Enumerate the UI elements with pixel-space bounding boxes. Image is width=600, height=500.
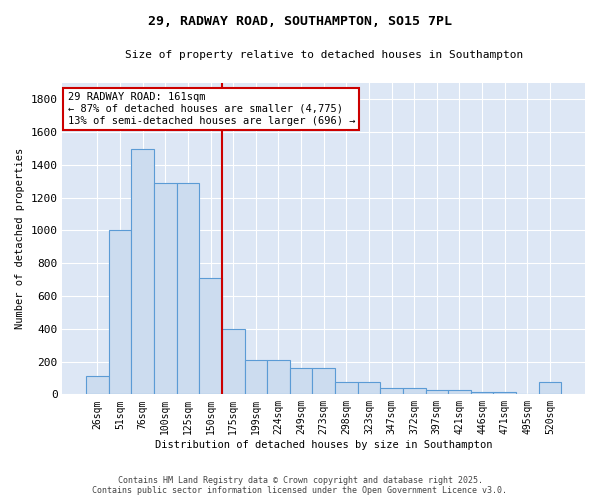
Text: 29, RADWAY ROAD, SOUTHAMPTON, SO15 7PL: 29, RADWAY ROAD, SOUTHAMPTON, SO15 7PL — [148, 15, 452, 28]
Bar — [290, 368, 313, 394]
Title: Size of property relative to detached houses in Southampton: Size of property relative to detached ho… — [125, 50, 523, 60]
Bar — [176, 183, 199, 394]
Bar — [448, 390, 471, 394]
Bar — [245, 360, 267, 394]
Bar — [425, 390, 448, 394]
Text: 29 RADWAY ROAD: 161sqm
← 87% of detached houses are smaller (4,775)
13% of semi-: 29 RADWAY ROAD: 161sqm ← 87% of detached… — [68, 92, 355, 126]
Bar — [131, 148, 154, 394]
Y-axis label: Number of detached properties: Number of detached properties — [15, 148, 25, 330]
X-axis label: Distribution of detached houses by size in Southampton: Distribution of detached houses by size … — [155, 440, 493, 450]
Bar — [403, 388, 425, 394]
Bar — [222, 329, 245, 394]
Bar — [358, 382, 380, 394]
Bar — [199, 278, 222, 394]
Bar — [335, 382, 358, 394]
Bar — [380, 388, 403, 394]
Bar — [267, 360, 290, 394]
Bar — [154, 183, 176, 394]
Bar — [86, 376, 109, 394]
Bar — [471, 392, 493, 394]
Bar — [493, 392, 516, 394]
Bar — [539, 382, 561, 394]
Text: Contains HM Land Registry data © Crown copyright and database right 2025.
Contai: Contains HM Land Registry data © Crown c… — [92, 476, 508, 495]
Bar — [313, 368, 335, 394]
Bar — [109, 230, 131, 394]
